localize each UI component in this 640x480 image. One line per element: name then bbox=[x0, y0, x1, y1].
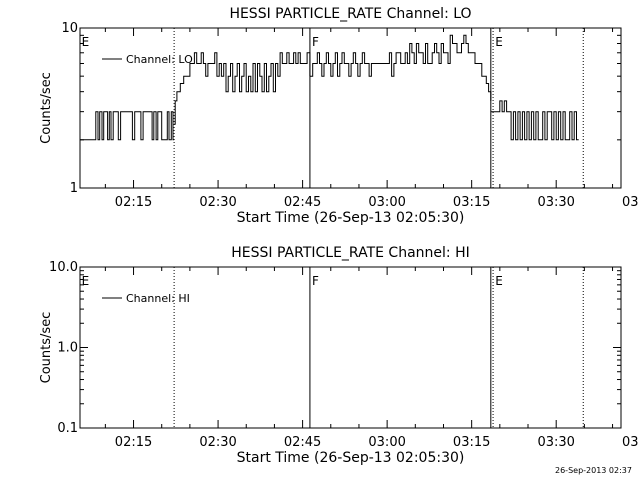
panel-2-title: HESSI PARTICLE_RATE Channel: HI bbox=[231, 245, 469, 261]
panel-2-x-tick-label: 03:15 bbox=[453, 435, 490, 450]
panel-1-x-tick-label: 02:30 bbox=[199, 195, 236, 210]
panel-2-x-tick-label: 03:30 bbox=[537, 435, 574, 450]
panel-2-x-tick-label: 02:45 bbox=[284, 435, 321, 450]
panel-2-y-axis-label: Counts/sec bbox=[39, 312, 54, 384]
panel-2-y-tick-label: 0.1 bbox=[57, 421, 78, 436]
panel-2-event-annotation: E bbox=[82, 274, 90, 288]
panel-1-x-tick-label: 03:30 bbox=[537, 195, 574, 210]
panel-2-x-tick-label: 03:45 bbox=[622, 435, 640, 450]
panel-1-series-line-segment-3 bbox=[309, 34, 492, 101]
panel-2-legend-label: Channel: HI bbox=[126, 292, 190, 305]
panel-2-x-axis-label: Start Time (26-Sep-13 02:05:30) bbox=[237, 450, 465, 466]
panel-1-x-tick-label: 03:15 bbox=[453, 195, 490, 210]
panel-1-event-annotation: F bbox=[312, 35, 319, 49]
panel-1-x-tick-label: 03:00 bbox=[368, 195, 405, 210]
panel-1-x-tick-label: 02:45 bbox=[284, 195, 321, 210]
panel-1-event-annotation: E bbox=[82, 35, 90, 49]
panel-1-plot-frame bbox=[79, 27, 622, 189]
panel-1-x-tick-label: 02:15 bbox=[115, 195, 152, 210]
panel-1-series-line-segment-2 bbox=[174, 52, 311, 125]
panel-1-y-axis-label: Counts/sec bbox=[39, 72, 54, 144]
panel-1-series-line-segment-1 bbox=[80, 111, 175, 141]
panel-1-y-tick-label: 10 bbox=[61, 21, 78, 36]
panel-1-series-line-segment-4 bbox=[490, 100, 579, 141]
panel-2-event-annotation: F bbox=[312, 274, 319, 288]
panel-1-legend-label: Channel: LO bbox=[126, 53, 193, 66]
panel-2-x-tick-label: 02:30 bbox=[199, 435, 236, 450]
panel-1-event-annotation: E bbox=[495, 35, 503, 49]
panel-2-x-tick-label: 02:15 bbox=[115, 435, 152, 450]
panel-1-x-axis-label: Start Time (26-Sep-13 02:05:30) bbox=[237, 210, 465, 226]
plot-timestamp: 26-Sep-2013 02:37 bbox=[555, 466, 632, 475]
panel-1-y-tick-label: 1 bbox=[70, 181, 78, 196]
panel-2-y-tick-label: 1.0 bbox=[57, 341, 78, 356]
panel-2-x-tick-label: 03:00 bbox=[368, 435, 405, 450]
panel-1-title: HESSI PARTICLE_RATE Channel: LO bbox=[229, 6, 471, 22]
panel-1-x-tick-label: 03:45 bbox=[622, 195, 640, 210]
panel-2-event-annotation: E bbox=[495, 274, 503, 288]
panel-2-y-tick-label: 10.0 bbox=[49, 260, 78, 275]
